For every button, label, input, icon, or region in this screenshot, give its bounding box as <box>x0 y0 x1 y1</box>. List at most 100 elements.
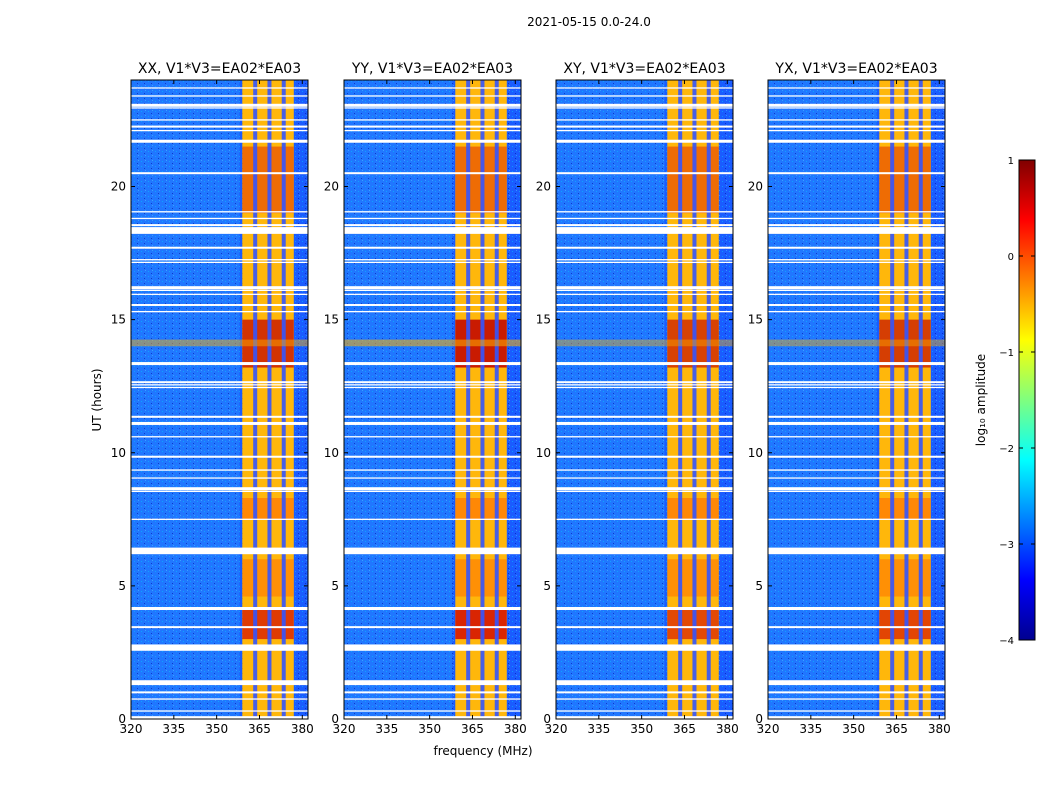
flagged-row <box>344 217 521 220</box>
flagged-row <box>556 224 733 227</box>
y-tick-label: 20 <box>536 180 551 194</box>
x-axis-label: frequency (MHz) <box>433 744 532 758</box>
flagged-row <box>344 698 521 700</box>
y-tick-label: 0 <box>755 712 763 726</box>
flagged-row <box>556 716 733 720</box>
flagged-row <box>131 303 308 306</box>
flagged-row <box>556 129 733 132</box>
flagged-row <box>344 490 521 493</box>
panel-title: XX, V1*V3=EA02*EA03 <box>138 61 301 77</box>
x-tick-label: 350 <box>842 722 865 736</box>
flagged-row <box>556 211 733 213</box>
y-tick-label: 5 <box>755 579 763 593</box>
flagged-row <box>768 626 945 629</box>
panel-frame <box>343 79 522 720</box>
y-tick-label: 5 <box>331 579 339 593</box>
x-tick-label: 335 <box>162 722 185 736</box>
rfi-channel-gap <box>480 80 485 719</box>
y-tick-label: 0 <box>543 712 551 726</box>
figure-suptitle: 2021-05-15 0.0-24.0 <box>527 15 651 29</box>
flagged-row <box>344 421 521 425</box>
flagged-row <box>131 259 308 261</box>
flagged-row <box>131 310 308 313</box>
flagged-row <box>344 607 521 611</box>
flagged-row <box>131 716 308 720</box>
flagged-row <box>556 487 733 491</box>
flagged-row <box>768 289 945 291</box>
x-tick-label: 335 <box>799 722 822 736</box>
flagged-row <box>768 211 945 213</box>
flagged-row <box>131 710 308 712</box>
y-tick-label: 0 <box>118 712 126 726</box>
flagged-row <box>768 261 945 264</box>
x-tick-label: 335 <box>587 722 610 736</box>
spectrogram-panel: YX, V1*V3=EA02*EA03 320 335 350 365 380 0 5 10 15… <box>748 61 951 736</box>
flagged-row <box>768 469 945 471</box>
flagged-row <box>131 172 308 175</box>
rfi-channel-gap <box>890 80 895 719</box>
broadband-rfi-line <box>131 339 308 347</box>
flagged-row <box>768 246 945 249</box>
flagged-row <box>768 381 945 384</box>
flagged-row <box>556 125 733 128</box>
flagged-gap <box>556 644 733 650</box>
flagged-row <box>131 436 308 438</box>
flagged-row <box>556 261 733 264</box>
flagged-row <box>556 710 733 712</box>
panels-group: XX, V1*V3=EA02*EA03 320 335 350 365 380 0 5 10 15… <box>111 61 951 736</box>
x-tick-label: 350 <box>630 722 653 736</box>
flagged-row <box>131 211 308 213</box>
flagged-row <box>344 710 521 712</box>
y-tick-label: 0 <box>331 712 339 726</box>
x-tick-label: 350 <box>205 722 228 736</box>
flagged-row <box>131 224 308 227</box>
flagged-gap <box>344 644 521 650</box>
y-tick-label: 20 <box>748 180 763 194</box>
flagged-gap <box>556 548 733 555</box>
flagged-row <box>344 310 521 313</box>
flagged-row <box>556 286 733 290</box>
flagged-row <box>131 381 308 384</box>
flagged-row <box>344 125 521 128</box>
x-tick-label: 365 <box>461 722 484 736</box>
spectrogram-panel: XX, V1*V3=EA02*EA03 320 335 350 365 380 0 5 10 15… <box>111 61 314 736</box>
flagged-row <box>768 217 945 220</box>
flagged-row <box>556 477 733 479</box>
flagged-row <box>131 415 308 418</box>
flagged-row <box>131 518 308 520</box>
flagged-row <box>131 362 308 366</box>
flagged-row <box>131 87 308 89</box>
flagged-row <box>768 698 945 700</box>
x-tick-label: 380 <box>504 722 527 736</box>
flagged-row <box>131 261 308 264</box>
colorbar-tick-label: −2 <box>999 444 1014 455</box>
flagged-row <box>556 384 733 386</box>
flagged-gap <box>131 681 308 686</box>
flagged-row <box>344 626 521 629</box>
flagged-row <box>556 289 733 291</box>
panel-frame <box>130 79 309 720</box>
flagged-gap <box>768 227 945 234</box>
flagged-row <box>131 490 308 493</box>
flagged-row <box>131 119 308 121</box>
y-tick-label: 15 <box>111 313 126 327</box>
flagged-row <box>556 436 733 438</box>
x-tick-label: 365 <box>673 722 696 736</box>
rfi-channel-gap <box>466 80 471 719</box>
flagged-row <box>344 518 521 520</box>
flagged-row <box>768 607 945 611</box>
colorbar: 1 0 −1 −2 −3 −4 <box>999 156 1036 647</box>
flagged-row <box>556 518 733 520</box>
x-tick-label: 380 <box>928 722 951 736</box>
panel-title: YX, V1*V3=EA02*EA03 <box>774 61 937 77</box>
flagged-row <box>556 698 733 700</box>
flagged-row <box>344 286 521 290</box>
colorbar-tick-label: 0 <box>1008 252 1014 263</box>
flagged-row <box>768 487 945 491</box>
flagged-gap <box>131 644 308 650</box>
flagged-gap <box>556 227 733 234</box>
flagged-row <box>344 716 521 720</box>
flagged-row <box>768 386 945 389</box>
flagged-row <box>131 626 308 629</box>
